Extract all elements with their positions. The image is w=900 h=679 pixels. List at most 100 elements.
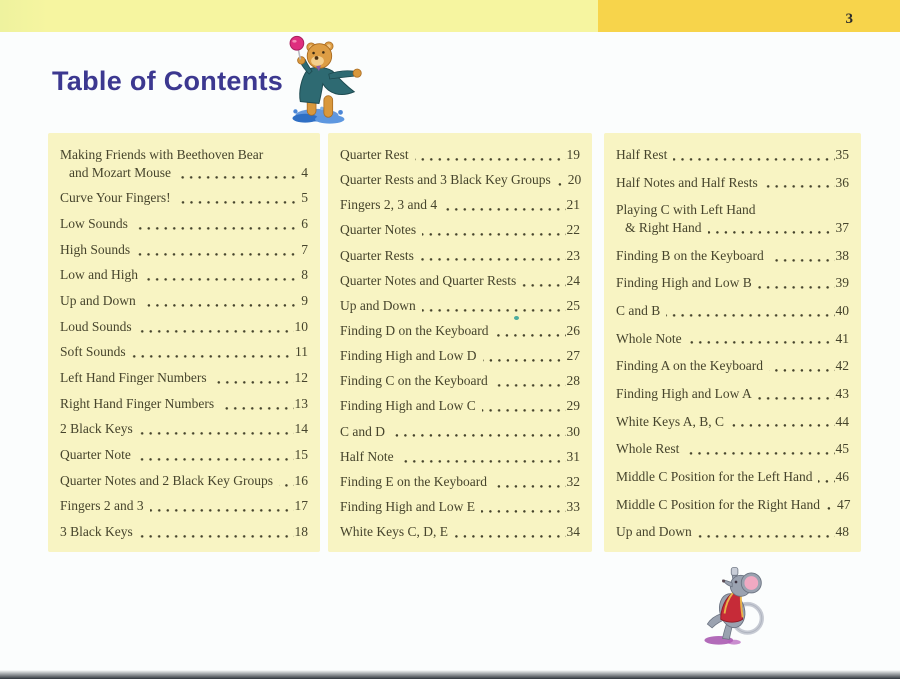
- page-number: 3: [845, 11, 854, 27]
- toc-entry: 3 Black Keys 18: [60, 523, 308, 541]
- dot-leader: [493, 384, 566, 388]
- toc-entry: Fingers 2 and 3 17: [60, 497, 308, 515]
- toc-entry: Loud Sounds 10: [60, 318, 308, 336]
- toc-entry-label: Up and Down: [616, 524, 692, 540]
- dot-leader: [673, 157, 835, 161]
- lollipop-icon: [289, 35, 305, 51]
- dot-leader: [419, 258, 566, 262]
- toc-entry-page: 5: [301, 190, 308, 206]
- toc-entry-page: 35: [835, 147, 850, 162]
- toc-entry-label: Right Hand Finger Numbers: [60, 395, 215, 411]
- dot-leader: [481, 409, 566, 413]
- dot-leader: [730, 424, 835, 428]
- toc-entry: Quarter Notes and Quarter Rests 24: [340, 272, 580, 290]
- toc-entry-label: Finding B on the Keyboard: [616, 247, 764, 263]
- dot-leader: [138, 432, 294, 436]
- toc-entry: Low and High 8: [60, 266, 308, 284]
- toc-entry-page: 7: [301, 241, 308, 257]
- dot-leader: [757, 396, 835, 400]
- dot-leader: [220, 406, 294, 410]
- toc-entry-page: 20: [567, 172, 582, 188]
- toc-entry-line1: Making Friends with Beethoven Bear: [60, 147, 264, 162]
- toc-entry-page: 41: [835, 330, 850, 346]
- toc-entry: Quarter Note 15: [60, 446, 308, 464]
- toc-entry-label: Quarter Rests: [340, 247, 414, 263]
- toc-entry-label: Finding High and Low B: [616, 275, 752, 291]
- toc-entry: Soft Sounds 11: [60, 343, 308, 361]
- toc-entry-page: 19: [566, 147, 581, 162]
- dot-leader: [763, 185, 835, 189]
- dot-leader: [453, 534, 566, 538]
- dot-leader: [422, 233, 566, 237]
- dot-leader: [414, 157, 566, 161]
- dot-leader: [136, 457, 294, 461]
- toc-entry-label: Finding High and Low E: [340, 498, 475, 514]
- toc-entry-page: 38: [835, 247, 850, 263]
- toc-entry: Half Rest 35: [616, 146, 849, 164]
- toc-entry-label: Quarter Notes and Quarter Rests: [340, 272, 517, 288]
- toc-entry-label: Quarter Notes and 2 Black Key Groups: [60, 472, 273, 488]
- dot-leader: [769, 258, 835, 262]
- toc-column-3: Half Rest 35 Half Notes and Half Rests 3…: [604, 133, 861, 552]
- dot-leader: [443, 208, 566, 212]
- toc-entry-label: Finding D on the Keyboard: [340, 322, 489, 338]
- dot-leader: [138, 534, 294, 538]
- toc-entry-page: 37: [835, 220, 850, 236]
- toc-entry-page: 42: [835, 358, 850, 374]
- toc-entry-page: 45: [835, 441, 850, 457]
- toc-entry-page: 18: [294, 524, 309, 539]
- toc-entry: Middle C Position for the Left Hand 46: [616, 468, 849, 486]
- toc-entry-page: 47: [837, 496, 851, 512]
- toc-entry: C and B 40: [616, 302, 849, 320]
- toc-entry: Quarter Rests and 3 Black Key Groups 20: [340, 171, 582, 189]
- dot-leader: [176, 201, 301, 205]
- water-splash-icon: [292, 106, 345, 124]
- toc-entry: Finding B on the Keyboard 38: [616, 247, 849, 265]
- toc-entry-page: 22: [566, 222, 581, 238]
- toc-entry-label: White Keys C, D, E: [340, 524, 448, 540]
- toc-entry-label: Whole Note: [616, 330, 682, 346]
- toc-entry-label: Middle C Position for the Right Hand: [616, 496, 820, 512]
- toc-entry-label: Low Sounds: [60, 216, 128, 232]
- toc-entry-page: 8: [301, 267, 308, 283]
- dot-leader: [522, 283, 566, 287]
- toc-entry-label: Quarter Rests and 3 Black Key Groups: [340, 172, 551, 188]
- dot-leader: [481, 509, 566, 513]
- toc-entry-label: Left Hand Finger Numbers: [60, 370, 207, 386]
- dot-leader: [687, 341, 835, 345]
- dot-leader: [421, 308, 566, 312]
- dot-leader: [391, 434, 566, 438]
- toc-entry-page: 32: [566, 473, 581, 489]
- toc-entry-label: Soft Sounds: [60, 344, 126, 360]
- dot-leader: [133, 226, 301, 230]
- toc-entry: Finding High and Low A 43: [616, 385, 849, 403]
- toc-entry-page: 46: [835, 468, 850, 484]
- toc-entry-label: White Keys A, B, C: [616, 413, 724, 429]
- toc-entry: Quarter Rest 19: [340, 146, 580, 164]
- toc-entry-page: 34: [566, 524, 581, 540]
- toc-entry-label: Half Notes and Half Rests: [616, 174, 758, 190]
- dot-leader: [144, 278, 301, 282]
- toc-column-1: Making Friends with Beethoven Bear and M…: [48, 133, 320, 552]
- toc-entry-label: Half Rest: [616, 147, 668, 162]
- toc-entry-label: Whole Rest: [616, 441, 680, 457]
- toc-entry: Whole Rest 45: [616, 440, 849, 458]
- toc-column-2: Quarter Rest 19 Quarter Rests and 3 Blac…: [328, 133, 592, 552]
- dot-leader: [826, 507, 836, 511]
- toc-entry: High Sounds 7: [60, 241, 308, 259]
- dot-leader: [131, 355, 294, 359]
- toc-entry-page: 23: [566, 247, 581, 263]
- toc-entry: Quarter Rests 23: [340, 247, 580, 265]
- toc-entry: C and D 30: [340, 423, 580, 441]
- dot-leader: [685, 452, 835, 456]
- toc-entry: Making Friends with Beethoven Bear and M…: [60, 146, 308, 182]
- toc-entry: Playing C with Left Hand & Right Hand 37: [616, 201, 849, 237]
- toc-entry-label: Finding E on the Keyboard: [340, 473, 487, 489]
- toc-entry: Low Sounds 6: [60, 215, 308, 233]
- toc-entry: Finding D on the Keyboard 26: [340, 322, 580, 340]
- toc-entry-label: Finding High and Low D: [340, 348, 477, 364]
- toc-entry-page: 21: [566, 197, 581, 213]
- dot-leader: [697, 534, 835, 538]
- toc-entry-page: 24: [566, 272, 581, 288]
